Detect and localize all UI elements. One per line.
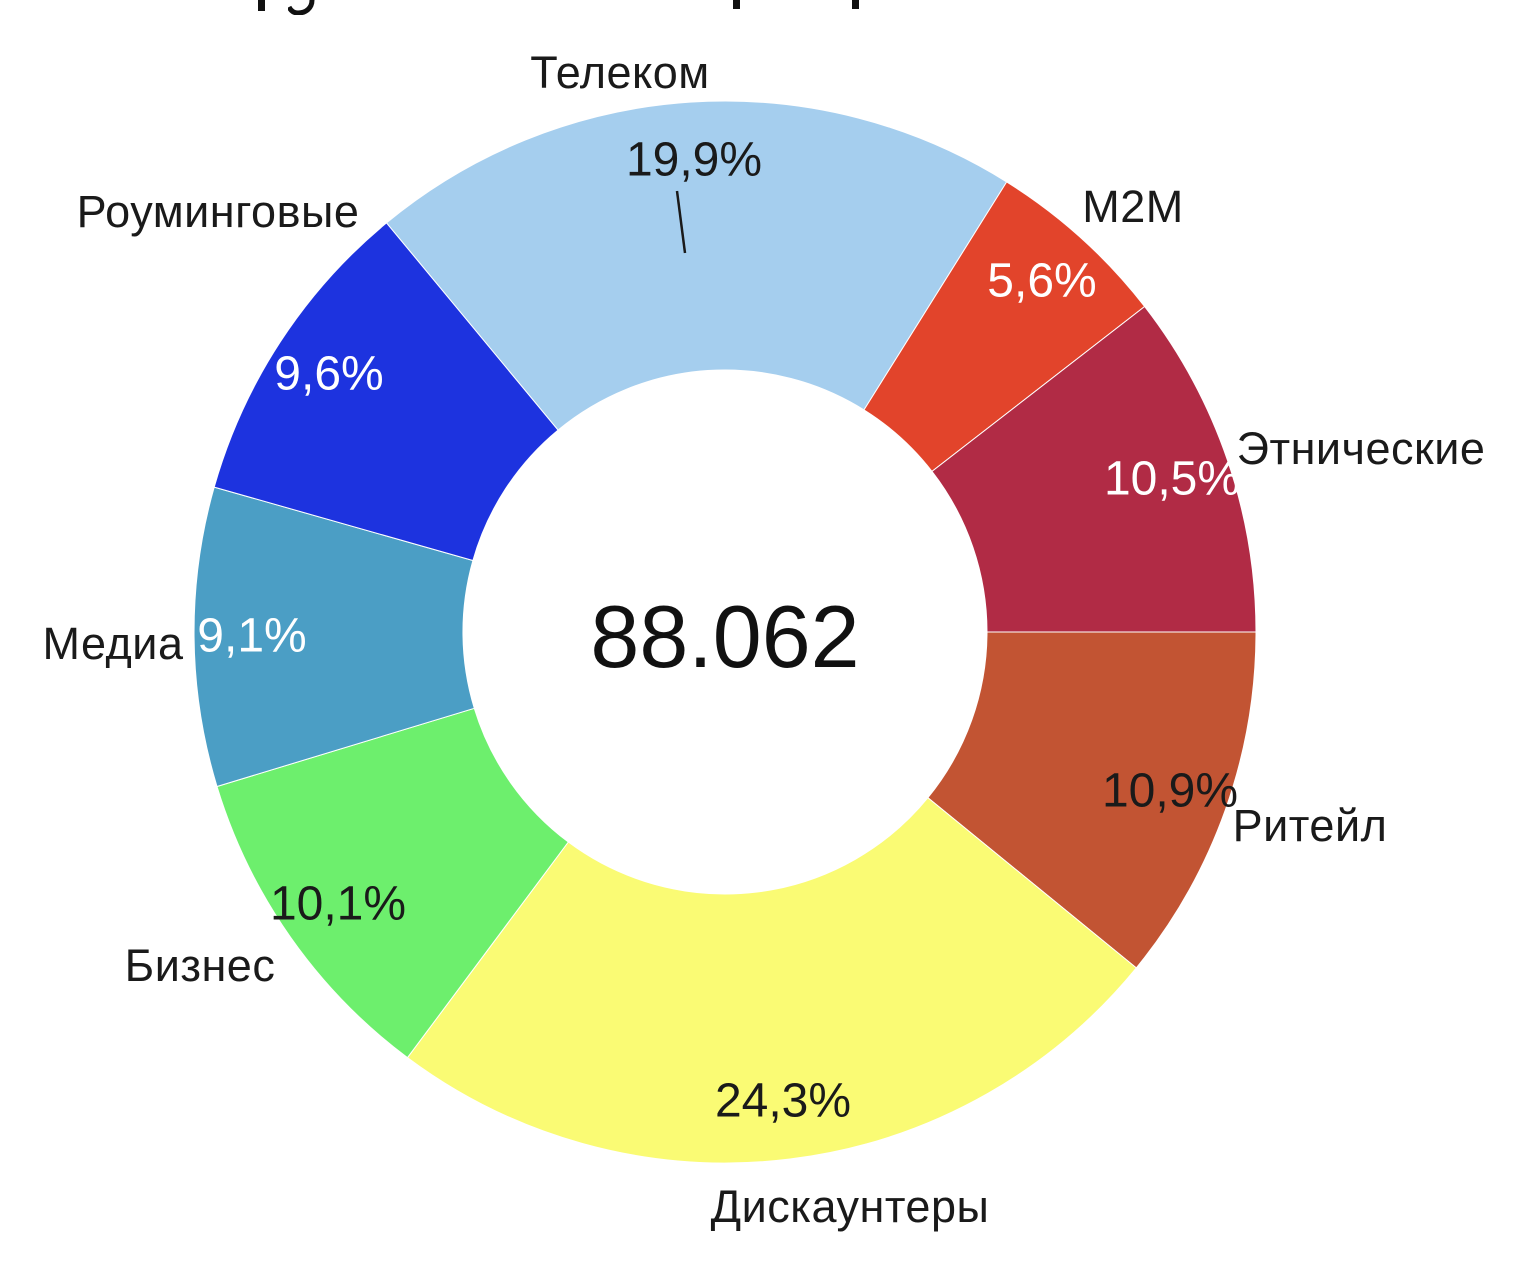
- leader-line: [675, 190, 687, 254]
- slice-label-media: Медиа: [42, 618, 184, 669]
- clipped-title-fragment: [733, 0, 740, 9]
- donut-slice-5: [406, 796, 1138, 1164]
- slice-percent-label: 9,6%: [274, 348, 383, 401]
- slice-percent-label: 10,5%: [1104, 453, 1240, 506]
- donut-slice-6: [216, 707, 569, 1059]
- slice-percent-label: 10,1%: [270, 878, 406, 931]
- clipped-title-fragment: [288, 0, 315, 15]
- slice-percent-label: 24,3%: [715, 1075, 851, 1128]
- clipped-title-fragment: [852, 0, 859, 9]
- slice-label-ethnic: Этнические: [1236, 423, 1486, 474]
- slice-label-business: Бизнес: [124, 940, 276, 991]
- slice-label-telecom: Телеком: [530, 47, 710, 98]
- slice-percent-label: 19,9%: [626, 134, 762, 187]
- slice-label-retail: Ритейл: [1232, 800, 1388, 851]
- slice-label-roaming: Роуминговые: [76, 186, 360, 237]
- donut-slice-3: [931, 305, 1257, 633]
- center-total-value: 88.062: [590, 587, 860, 686]
- slice-label-discounters: Дискаунтеры: [710, 1181, 990, 1232]
- slice-label-m2m: M2M: [1082, 181, 1184, 232]
- clipped-title-fragment: [258, 0, 265, 11]
- slice-percent-label: 5,6%: [987, 255, 1096, 308]
- donut-slice-8: [213, 222, 559, 562]
- donut-slice-4: [927, 631, 1257, 969]
- slice-percent-label: 9,1%: [197, 610, 306, 663]
- slice-percent-label: 10,9%: [1102, 765, 1238, 818]
- donut-slice-1: [385, 100, 1008, 431]
